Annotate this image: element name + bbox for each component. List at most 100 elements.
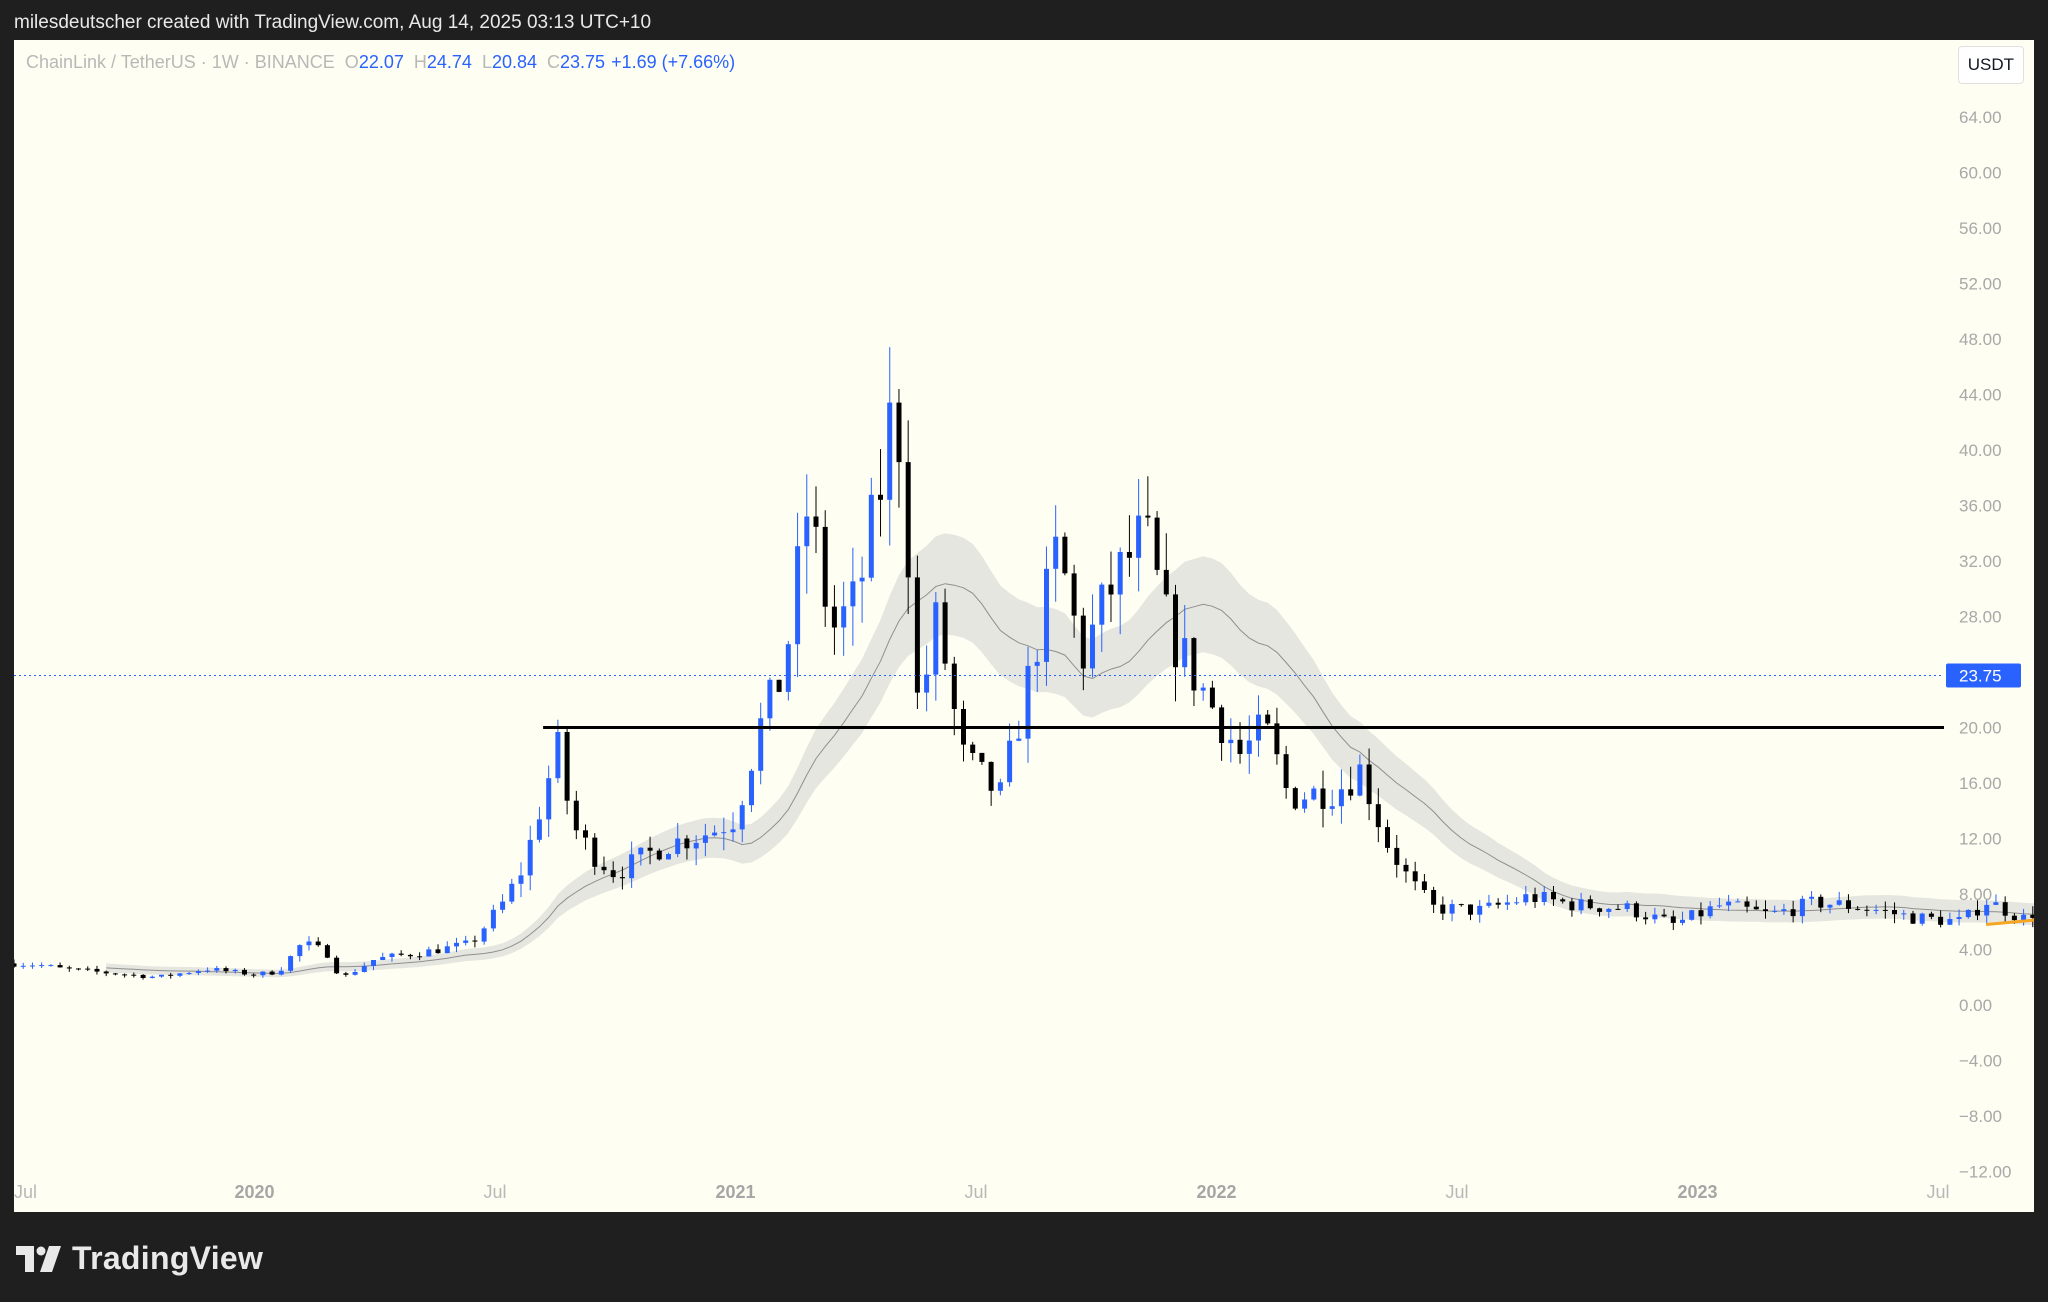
candle-body <box>140 974 146 978</box>
candle-body <box>988 761 994 791</box>
candle-body <box>1790 909 1796 917</box>
low-value: 20.84 <box>491 52 537 72</box>
candle-body <box>159 974 164 977</box>
candle-body <box>481 928 487 942</box>
candle-body <box>1283 754 1289 788</box>
candle-body <box>278 970 284 975</box>
candle-body <box>1320 788 1326 809</box>
y-axis-tick-label: 40.00 <box>1959 441 2002 460</box>
candle-body <box>850 581 856 607</box>
candle-body <box>1394 847 1400 865</box>
y-axis-tick-label: 28.00 <box>1959 608 2002 627</box>
candle-body <box>2002 902 2008 916</box>
price-chart[interactable]: 64.00 60.00 56.00 52.00 48.00 44.00 40.00 36.00… <box>14 40 2034 1212</box>
candle-body <box>1348 789 1354 796</box>
tradingview-brand: TradingView <box>72 1240 264 1276</box>
y-axis-tick-label: 44.00 <box>1959 386 2002 405</box>
candle-body <box>527 839 533 876</box>
candle-body <box>1763 909 1768 911</box>
candle-body <box>1873 909 1879 911</box>
candle-body <box>1670 916 1676 923</box>
candle-body <box>518 875 524 884</box>
candle-body <box>767 679 773 719</box>
y-axis-tick-label: −12.00 <box>1959 1163 2011 1182</box>
candle-body <box>795 546 801 645</box>
candle-body <box>997 782 1003 791</box>
candle-body <box>656 850 662 860</box>
candle-body <box>666 854 671 860</box>
candle-body <box>878 494 883 500</box>
candle-body <box>1228 739 1234 744</box>
candle-body <box>785 644 791 692</box>
candle-body <box>1071 573 1077 616</box>
candle-body <box>29 965 35 967</box>
candle-body <box>1726 901 1732 906</box>
candle-body <box>776 679 782 692</box>
candle-body <box>1108 584 1114 595</box>
y-axis-tick-label: 60.00 <box>1959 164 2002 183</box>
candle-body <box>1265 714 1271 724</box>
candle-body <box>629 854 635 879</box>
candle-body <box>546 778 552 820</box>
candle-body <box>721 832 727 834</box>
candle-body <box>1292 788 1298 809</box>
candle-body <box>435 949 441 954</box>
candle-body <box>242 969 247 975</box>
candle-body <box>1919 913 1925 924</box>
candle-body <box>1025 665 1031 739</box>
candle-body <box>859 577 865 582</box>
candle-body <box>1080 615 1086 669</box>
attribution-header: milesdeutscher created with TradingView.… <box>14 12 652 33</box>
candle-body <box>573 800 579 831</box>
y-axis-tick-label: −8.00 <box>1959 1107 2002 1126</box>
candle-body <box>1984 904 1990 916</box>
high-value: 24.74 <box>426 52 472 72</box>
candle-body <box>822 526 828 607</box>
candle-body <box>675 838 681 854</box>
candle-body <box>1818 896 1824 908</box>
x-axis-tick-label: 2021 <box>715 1182 755 1202</box>
candle-body <box>1772 910 1778 912</box>
candle-body <box>1864 909 1870 911</box>
moving-average-band <box>106 533 2034 978</box>
y-axis-tick-label: 36.00 <box>1959 497 2002 516</box>
candle-body <box>1440 904 1446 914</box>
candle-body <box>592 837 598 867</box>
candle-body <box>195 971 201 973</box>
candle-body <box>1504 902 1510 905</box>
candle-body <box>39 965 45 967</box>
x-axis-tick-label: 2023 <box>1677 1182 1717 1202</box>
chart-panel[interactable]: 64.00 60.00 56.00 52.00 48.00 44.00 40.00 36.00… <box>14 40 2034 1212</box>
candle-body <box>1615 908 1621 910</box>
candle-body <box>1154 517 1160 570</box>
tradingview-logo[interactable]: TradingView <box>16 1240 263 1277</box>
candle-body <box>905 462 911 578</box>
candle-body <box>306 941 312 946</box>
candle-body <box>1182 638 1188 668</box>
candle-body <box>269 971 275 975</box>
candle-body <box>1274 723 1280 755</box>
candle-body <box>1007 740 1013 783</box>
candle-body <box>1993 902 1999 905</box>
candle-body <box>472 940 478 942</box>
candle-body <box>1209 687 1215 708</box>
candle-body <box>1947 919 1953 925</box>
candle-body <box>914 577 920 693</box>
candle-body <box>1173 594 1178 668</box>
tradingview-logo-icon <box>16 1245 61 1272</box>
candle-body <box>76 968 81 970</box>
candle-body <box>933 602 939 675</box>
candle-body <box>1412 871 1418 882</box>
candle-body <box>1716 905 1722 907</box>
candle-body <box>1846 900 1851 909</box>
candle-body <box>1385 827 1390 848</box>
candle-body <box>813 516 819 527</box>
candle-body <box>66 967 72 969</box>
moving-average-line <box>106 583 2034 974</box>
candle-body <box>223 968 229 972</box>
currency-unit-button[interactable]: USDT <box>1957 46 2024 84</box>
candle-body <box>1099 584 1105 625</box>
last-price-tag <box>1946 663 2021 688</box>
candle-body <box>1016 738 1022 741</box>
candle-body <box>712 832 718 836</box>
